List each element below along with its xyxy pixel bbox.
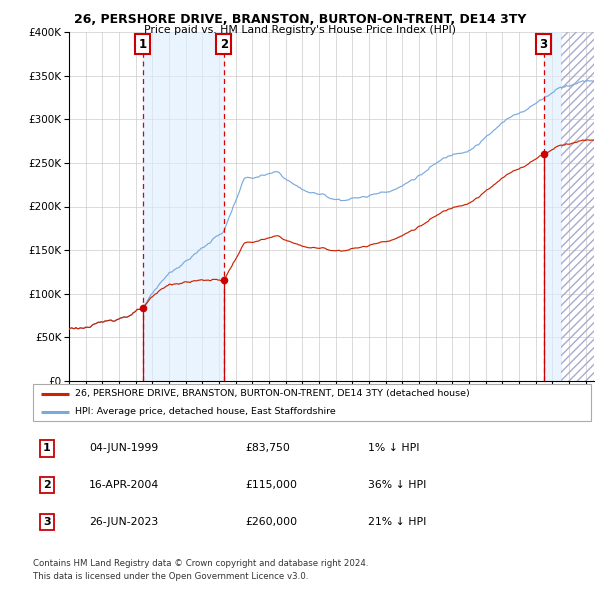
Text: 1: 1 (139, 38, 147, 51)
Text: 26, PERSHORE DRIVE, BRANSTON, BURTON-ON-TRENT, DE14 3TY (detached house): 26, PERSHORE DRIVE, BRANSTON, BURTON-ON-… (75, 389, 470, 398)
Text: Contains HM Land Registry data © Crown copyright and database right 2024.: Contains HM Land Registry data © Crown c… (33, 559, 368, 568)
Text: 26-JUN-2023: 26-JUN-2023 (89, 517, 158, 527)
Text: £83,750: £83,750 (245, 444, 290, 454)
Text: HPI: Average price, detached house, East Staffordshire: HPI: Average price, detached house, East… (75, 407, 335, 417)
Text: 3: 3 (43, 517, 51, 527)
Text: 3: 3 (539, 38, 548, 51)
FancyBboxPatch shape (33, 384, 591, 421)
Text: This data is licensed under the Open Government Licence v3.0.: This data is licensed under the Open Gov… (33, 572, 308, 581)
Text: £260,000: £260,000 (245, 517, 297, 527)
Text: Price paid vs. HM Land Registry's House Price Index (HPI): Price paid vs. HM Land Registry's House … (144, 25, 456, 35)
Text: £115,000: £115,000 (245, 480, 297, 490)
Text: 16-APR-2004: 16-APR-2004 (89, 480, 159, 490)
Text: 1% ↓ HPI: 1% ↓ HPI (368, 444, 419, 454)
Text: 26, PERSHORE DRIVE, BRANSTON, BURTON-ON-TRENT, DE14 3TY: 26, PERSHORE DRIVE, BRANSTON, BURTON-ON-… (74, 13, 526, 26)
Bar (143, 32, 224, 381)
Text: 21% ↓ HPI: 21% ↓ HPI (368, 517, 426, 527)
Text: 1: 1 (43, 444, 51, 454)
Bar (560, 32, 594, 381)
Text: 2: 2 (43, 480, 51, 490)
Text: 04-JUN-1999: 04-JUN-1999 (89, 444, 158, 454)
Text: 2: 2 (220, 38, 228, 51)
Text: 36% ↓ HPI: 36% ↓ HPI (368, 480, 426, 490)
Bar (544, 32, 560, 381)
